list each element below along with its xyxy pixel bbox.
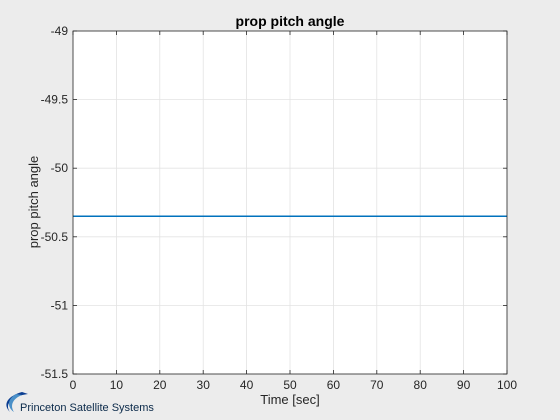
y-tick-label: -49 (51, 24, 69, 38)
x-tick-label: 0 (70, 378, 77, 392)
x-tick-label: 80 (414, 378, 428, 392)
x-tick-label: 40 (240, 378, 254, 392)
y-tick-label: -50 (51, 161, 69, 175)
x-tick-label: 70 (370, 378, 384, 392)
logo-swoosh-icon (6, 392, 28, 412)
x-axis-label: Time [sec] (260, 392, 319, 407)
x-tick-label: 90 (457, 378, 471, 392)
x-tick-label: 10 (110, 378, 124, 392)
logo-swoosh-accent-icon (9, 394, 22, 412)
chart-title: prop pitch angle (236, 13, 345, 29)
x-tick-label: 30 (197, 378, 211, 392)
x-tick-label: 60 (327, 378, 341, 392)
y-axis-label: prop pitch angle (26, 156, 41, 249)
y-tick-label: -51 (51, 298, 69, 312)
logo: Princeton Satellite Systems (6, 392, 154, 414)
y-tick-label: -51.5 (41, 367, 69, 381)
x-tick-label: 50 (283, 378, 297, 392)
y-tick-label: -50.5 (41, 230, 69, 244)
y-tick-label: -49.5 (41, 93, 69, 107)
ticks: 0 10 20 30 40 50 60 70 80 90 100 -51.5 -51 -50.5 -50 -4… (41, 24, 518, 392)
x-tick-label: 100 (497, 378, 517, 392)
logo-text: Princeton Satellite Systems (20, 402, 154, 414)
x-tick-label: 20 (153, 378, 167, 392)
